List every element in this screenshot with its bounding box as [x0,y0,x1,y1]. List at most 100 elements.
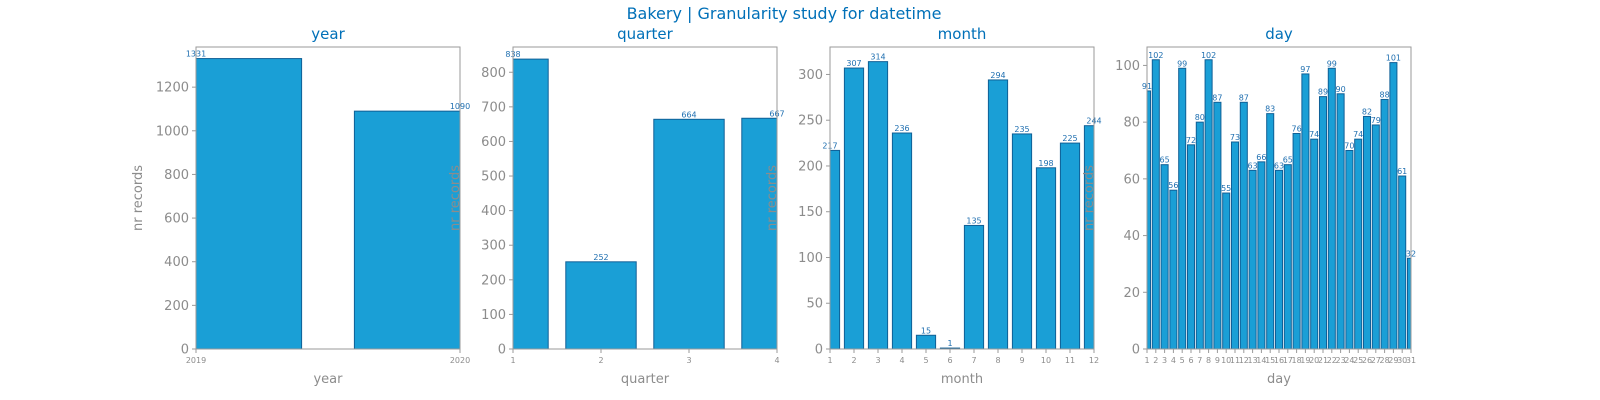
ytick-label: 0 [1132,343,1140,358]
data-label-day-7: 80 [1195,113,1205,122]
bar-day-20 [1310,138,1319,349]
data-label-day-30: 61 [1397,167,1407,176]
bar-day-11 [1230,141,1240,349]
ytick-label: 600 [481,135,506,150]
xtick-label: 2 [598,356,603,365]
bar-month-3 [867,61,889,349]
bar-day-15 [1266,113,1275,349]
bar-year-2020 [353,110,460,349]
bar-month-9 [1011,133,1033,349]
xtick-label: 8 [995,356,1000,365]
bar-month-4 [891,132,913,349]
bar-day-8 [1204,59,1213,349]
data-label-day-20: 74 [1309,130,1319,139]
ytick-label: 500 [481,170,506,185]
ytick-label: 0 [815,343,823,358]
bar-day-28 [1380,98,1389,349]
bar-day-29 [1389,62,1398,349]
xtick-label: 26 [1362,356,1372,365]
xtick-label: 9 [1215,356,1220,365]
bar-day-21 [1318,96,1328,349]
xtick-label: 18 [1292,356,1302,365]
xtick-label: 25 [1353,356,1363,365]
xtick-label: 4 [899,356,904,365]
data-label-day-2: 102 [1148,51,1163,60]
bar-group [513,58,777,349]
bar-group [196,58,460,349]
xtick-label: 8 [1206,356,1211,365]
xtick-label: 5 [923,356,928,365]
ytick-label: 200 [481,273,506,288]
data-label-day-4: 56 [1168,181,1178,190]
xtick-label: 7 [971,356,976,365]
ytick-label: 40 [1123,229,1140,244]
xtick-label: 11 [1230,356,1240,365]
data-label-month-2: 307 [846,59,861,68]
ytick-label: 60 [1123,172,1140,187]
ytick-label: 100 [1115,59,1140,74]
data-label-day-24: 70 [1344,142,1354,151]
data-label-month-10: 198 [1038,159,1053,168]
xtick-label: 24 [1344,356,1354,365]
bar-group [1147,59,1411,349]
data-label-month-8: 294 [990,71,1005,80]
bar-day-17 [1283,164,1292,349]
ytick-label: 250 [798,114,823,129]
bar-day-16 [1274,169,1284,349]
bar-day-22 [1327,67,1336,349]
x-axis-label: day [1267,372,1291,387]
bar-group [830,61,1094,349]
bar-day-24 [1345,150,1354,349]
data-label-day-9: 87 [1212,93,1222,102]
data-label-day-13: 63 [1248,161,1258,170]
bar-month-11 [1059,142,1081,349]
xtick-label: 15 [1265,356,1275,365]
xtick-label: 1 [827,356,832,365]
bar-year-2019 [196,58,303,349]
bar-month-8 [987,79,1009,349]
ytick-label: 800 [164,168,189,183]
xtick-label: 11 [1065,356,1075,365]
ytick-label: 800 [481,66,506,81]
xtick-label: 2 [851,356,856,365]
bar-day-4 [1169,189,1178,349]
xtick-label: 2020 [450,356,470,365]
x-axis-label: quarter [621,372,670,387]
data-label-month-6: 1 [947,339,952,348]
data-label-month-7: 135 [966,216,981,225]
bar-day-13 [1248,169,1257,349]
bar-day-10 [1222,192,1231,349]
ytick-label: 100 [481,308,506,323]
bar-month-5 [915,334,937,349]
bar-month-2 [843,67,865,349]
xtick-label: 20 [1309,356,1319,365]
ytick-label: 100 [798,251,823,266]
xtick-label: 4 [1171,356,1176,365]
xtick-label: 5 [1180,356,1185,365]
data-label-day-23: 90 [1336,85,1346,94]
xtick-label: 14 [1256,356,1266,365]
bar-day-26 [1362,115,1372,349]
y-axis-label: nr records [131,165,146,231]
data-label-day-8: 102 [1201,51,1216,60]
data-label-day-25: 74 [1353,130,1363,139]
data-label-day-17: 65 [1283,156,1293,165]
data-label-day-14: 66 [1256,153,1266,162]
ytick-label: 150 [798,205,823,220]
data-label-day-21: 89 [1318,88,1328,97]
bar-quarter-3 [653,118,725,349]
panel-title: year [311,25,345,43]
data-label-day-22: 99 [1327,59,1337,68]
data-label-day-16: 63 [1274,161,1284,170]
xtick-label: 4 [774,356,779,365]
ytick-label: 50 [806,297,823,312]
xtick-label: 23 [1336,356,1346,365]
bar-day-9 [1213,101,1222,349]
bar-day-3 [1160,164,1169,349]
xtick-label: 29 [1388,356,1398,365]
bar-quarter-1 [513,58,549,349]
ytick-label: 300 [481,239,506,254]
xtick-label: 6 [1188,356,1193,365]
